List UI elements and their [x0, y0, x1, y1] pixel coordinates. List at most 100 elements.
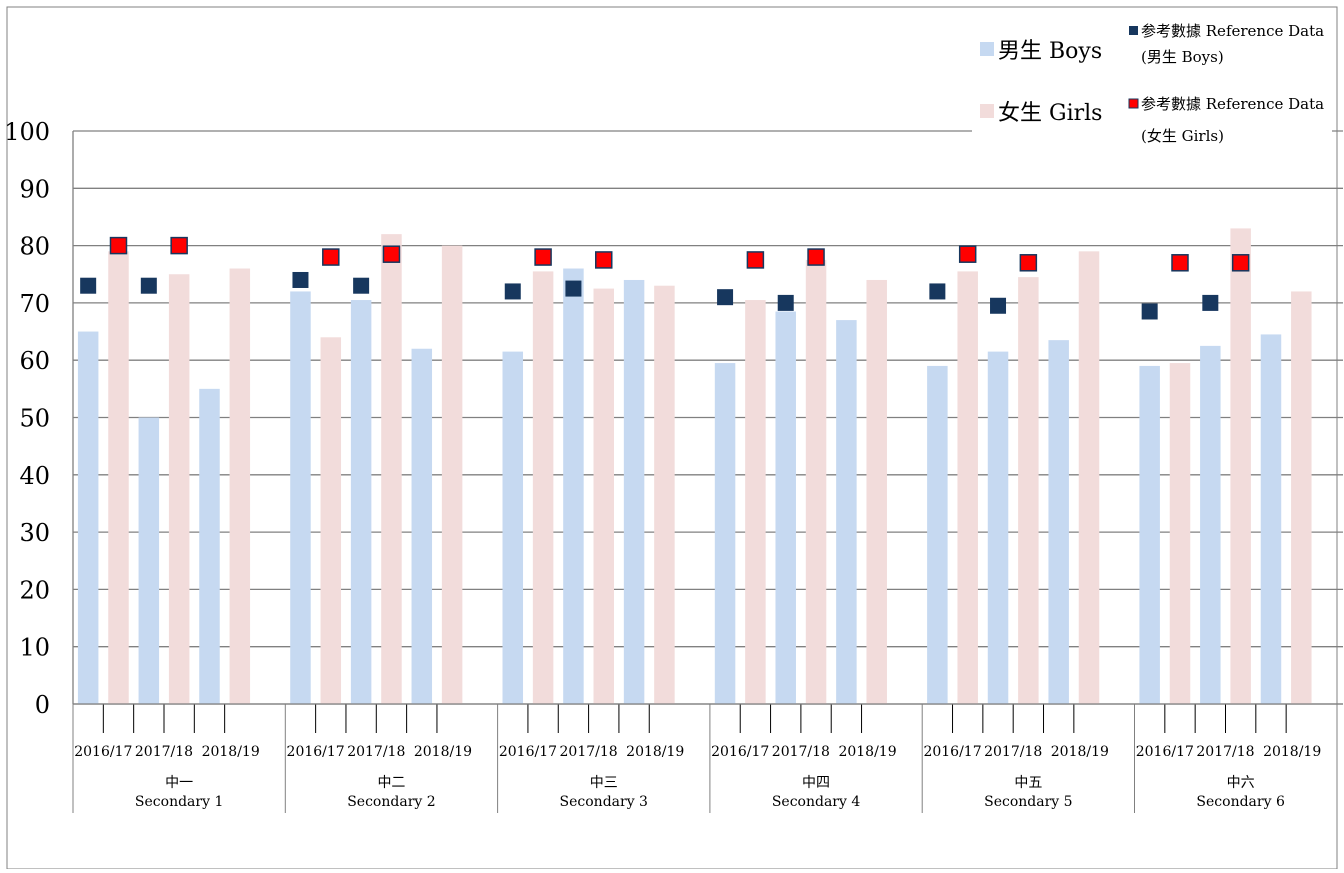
marker-ref-girls — [1019, 254, 1038, 272]
x-tick-label-year: 2018/19 — [838, 744, 896, 760]
marker-ref-girls — [534, 248, 552, 266]
bar-girls — [108, 251, 129, 704]
x-group-label-zh: 中五 — [1014, 775, 1042, 791]
marker-ref-girls — [109, 236, 128, 255]
bar-girls — [1169, 363, 1191, 704]
bar-boys — [77, 331, 99, 704]
bar-girls — [229, 268, 251, 704]
x-tick-label-year: 2017/18 — [347, 744, 405, 760]
x-group-label-en: Secondary 6 — [1196, 794, 1285, 810]
legend-swatch-boys — [980, 42, 994, 56]
y-axis-ticks: 0 10 20 30 40 50 60 70 80 90 100 — [4, 118, 50, 719]
bar-boys — [138, 417, 160, 704]
bar-girls — [745, 300, 766, 704]
x-group-label-en: Secondary 3 — [560, 794, 648, 810]
legend-label-ref-girls-line1: 参考數據 Reference Data — [1141, 95, 1324, 113]
x-group-label-zh: 中二 — [377, 775, 405, 791]
legend-swatch-ref-girls — [1128, 98, 1139, 109]
y-tick-label: 100 — [4, 118, 50, 146]
bar-girls — [168, 274, 190, 704]
bar-girls — [654, 285, 675, 704]
marker-ref-girls — [1231, 254, 1250, 272]
x-group-label-en: Secondary 5 — [984, 794, 1072, 810]
bar-girls — [381, 234, 402, 704]
bar-boys — [1200, 345, 1221, 704]
y-tick-label: 90 — [19, 175, 50, 203]
x-tick-label-year: 2016/17 — [499, 744, 557, 760]
bar-girls — [1018, 277, 1039, 704]
x-tick-label-year: 2016/17 — [74, 744, 132, 760]
x-tick-label-year: 2016/17 — [711, 744, 769, 760]
bar-girls — [532, 271, 554, 704]
bar-girls — [957, 271, 978, 704]
marker-ref-boys — [504, 283, 521, 300]
marker-ref-boys — [717, 289, 734, 306]
x-tick-label-year: 2018/19 — [1051, 744, 1109, 760]
x-tick-label-year: 2016/17 — [287, 744, 345, 760]
y-tick-label: 20 — [19, 576, 50, 604]
x-tick-label-year: 2017/18 — [1196, 744, 1254, 760]
bar-boys — [563, 268, 584, 704]
marker-ref-girls — [958, 245, 977, 263]
marker-ref-boys — [565, 280, 582, 297]
y-tick-label: 0 — [35, 691, 50, 719]
bar-boys — [1139, 365, 1160, 704]
marker-ref-boys — [353, 277, 370, 294]
marker-ref-girls — [595, 251, 613, 269]
x-group-label-zh: 中三 — [590, 775, 618, 791]
bars — [77, 228, 1312, 704]
y-tick-label: 60 — [19, 347, 50, 375]
bar-boys — [927, 365, 948, 704]
legend-label-ref-boys-line1: 参考數據 Reference Data — [1141, 22, 1324, 40]
x-tick-label-year: 2017/18 — [135, 744, 193, 760]
x-tick-label-year: 2016/17 — [1136, 744, 1194, 760]
marker-ref-girls — [807, 248, 825, 266]
marker-ref-boys — [140, 277, 157, 294]
x-group-label-en: Secondary 2 — [347, 794, 435, 810]
marker-ref-boys — [990, 297, 1007, 314]
y-tick-label: 10 — [19, 634, 50, 662]
x-group-label-en: Secondary 4 — [772, 794, 861, 810]
y-tick-label: 80 — [19, 233, 50, 261]
x-tick-label-year: 2016/17 — [923, 744, 981, 760]
marker-ref-boys — [929, 283, 946, 300]
x-tick-label-year: 2018/19 — [414, 744, 472, 760]
marker-ref-girls — [746, 251, 765, 269]
x-tick-label-year: 2017/18 — [772, 744, 830, 760]
legend-label-ref-girls-line2: (女生 Girls) — [1141, 127, 1224, 145]
x-group-label-zh: 中六 — [1227, 775, 1255, 791]
bar-girls — [1230, 228, 1251, 704]
bar-girls — [441, 245, 463, 704]
legend-label-girls: 女生 Girls — [998, 101, 1102, 126]
marker-ref-boys — [1202, 294, 1219, 311]
bar-boys — [836, 320, 857, 704]
legend-label-ref-boys-line2: (男生 Boys) — [1141, 48, 1224, 66]
bar-boys — [714, 363, 736, 704]
x-tick-label-year: 2018/19 — [626, 744, 684, 760]
y-tick-label: 30 — [19, 519, 50, 547]
bar-girls — [866, 279, 887, 704]
y-tick-label: 50 — [19, 405, 50, 433]
marker-ref-girls — [322, 248, 340, 266]
x-group-label-zh: 中一 — [165, 775, 193, 791]
bar-girls — [320, 337, 342, 704]
legend-background — [972, 12, 1332, 162]
legend-swatch-girls — [980, 104, 994, 118]
bar-boys — [290, 291, 311, 704]
marker-ref-boys — [777, 294, 794, 311]
marker-ref-girls — [170, 236, 188, 255]
reference-markers — [80, 236, 1250, 320]
bar-girls — [593, 288, 615, 704]
marker-ref-girls — [1171, 254, 1189, 272]
x-group-label-zh: 中四 — [802, 775, 830, 791]
bar-boys — [350, 300, 372, 704]
bar-boys — [1048, 340, 1069, 704]
legend-label-boys: 男生 Boys — [998, 39, 1102, 64]
bar-boys — [1260, 334, 1282, 704]
bar-boys — [775, 311, 796, 704]
marker-ref-girls — [382, 245, 401, 263]
bar-boys — [987, 351, 1009, 704]
